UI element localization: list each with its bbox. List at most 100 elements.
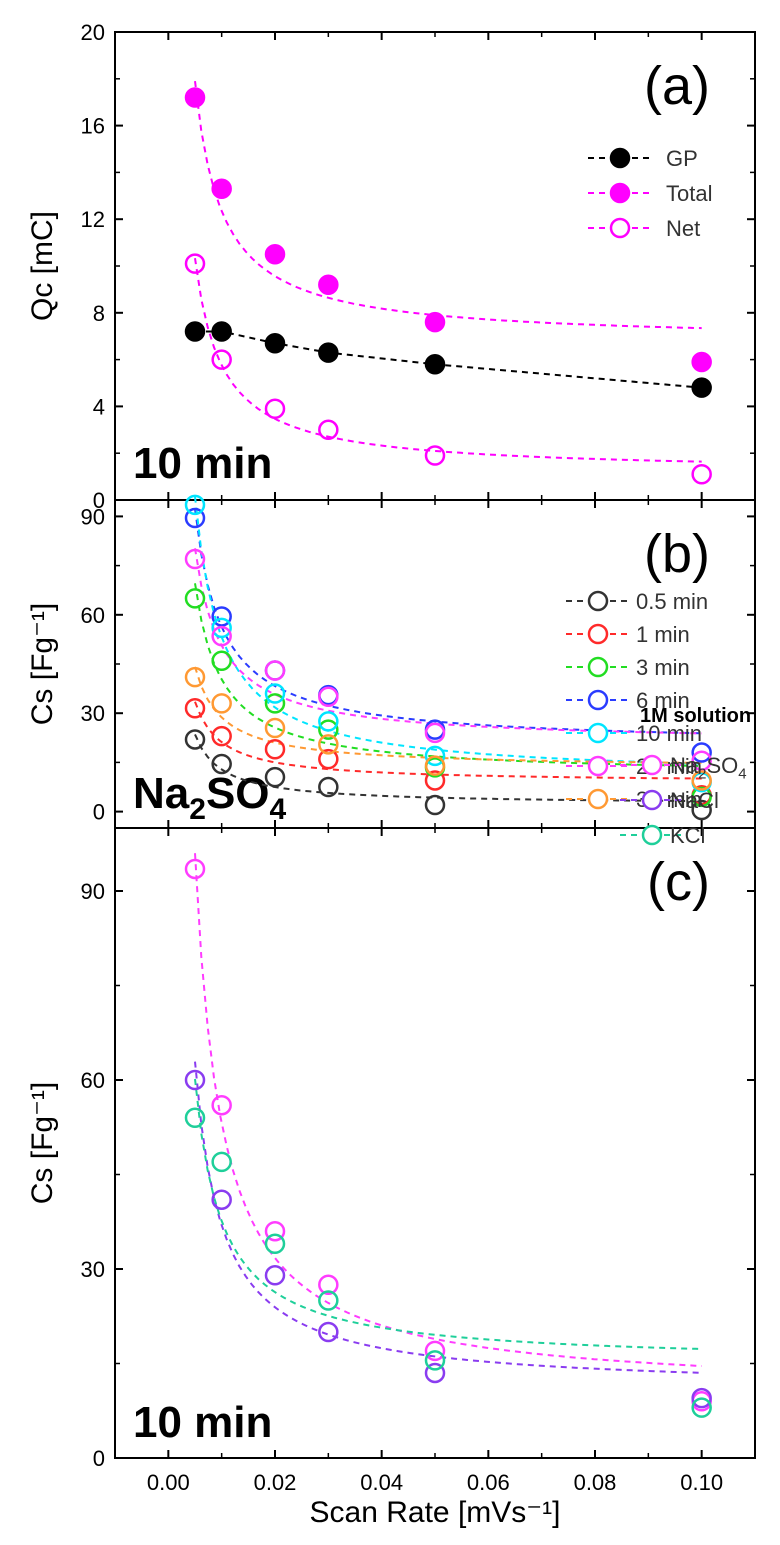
y-tick-label: 0 [93, 1446, 105, 1471]
data-point [211, 349, 232, 370]
data-point [691, 377, 712, 398]
data-point [691, 770, 712, 791]
data-point [184, 253, 206, 274]
data-point [318, 711, 339, 732]
fit-curve [194, 80, 702, 330]
data-point [318, 734, 339, 755]
x-tick-label: 0.10 [680, 1470, 723, 1495]
fit-curve [194, 1061, 702, 1374]
data-point [184, 494, 206, 516]
data-point [318, 419, 339, 441]
legend-marker [609, 217, 631, 239]
y-tick-label: 12 [81, 207, 105, 232]
fit-curve [194, 666, 702, 764]
fit-curve [194, 701, 702, 780]
data-point [211, 606, 232, 627]
data-point [318, 748, 339, 770]
legend-label: 10 min [636, 721, 702, 746]
data-point [184, 729, 206, 750]
data-point [691, 799, 712, 821]
legend-label: KCl [670, 823, 705, 848]
y-axis-title: Qc [mC] [26, 211, 59, 321]
panel-annotation: Na2​SO4​ [133, 769, 287, 826]
fit-curve [194, 853, 702, 1367]
x-tick-label: 0.02 [254, 1470, 297, 1495]
data-point [264, 766, 286, 788]
fit-curve [194, 583, 702, 767]
data-point [318, 1274, 339, 1295]
data-point [211, 321, 232, 342]
y-tick-label: 30 [81, 701, 105, 726]
data-point [318, 776, 339, 798]
data-point [691, 1387, 712, 1409]
legend-label: 6 min [636, 688, 690, 713]
data-point [211, 753, 232, 775]
data-point [424, 354, 446, 375]
data-point [184, 1107, 206, 1129]
legend-marker [587, 722, 609, 744]
data-point [211, 1151, 232, 1173]
legend-label: NaCl [670, 788, 719, 813]
data-point [691, 750, 712, 772]
fit-curve [194, 1078, 702, 1350]
panel-a: 0 4 8 12 16 20 Qc [mC] (a) 10 min GP Total Net [26, 20, 756, 513]
data-point [211, 725, 232, 747]
legend-title: 1M solution [640, 705, 751, 727]
x-tick-label: 0.06 [467, 1470, 510, 1495]
data-point [211, 617, 232, 639]
data-point [184, 87, 206, 108]
data-point [691, 1397, 712, 1418]
data-point [424, 311, 446, 333]
y-tick-label: 90 [81, 879, 105, 904]
data-point [184, 588, 206, 609]
data-point [424, 794, 446, 816]
data-point [264, 660, 286, 681]
data-point [264, 717, 286, 739]
y-tick-label: 60 [81, 1068, 105, 1093]
panel-label: (c) [647, 852, 710, 912]
fit-curve [194, 258, 702, 463]
data-point [184, 321, 206, 342]
data-point [184, 666, 206, 688]
panel-annotation: 10 min [133, 439, 272, 488]
legend-marker [587, 590, 609, 612]
data-point [184, 1069, 206, 1091]
legend-label: 3 min [636, 655, 690, 680]
x-tick-label: 0.08 [574, 1470, 617, 1495]
data-point [691, 464, 712, 485]
data-point [691, 742, 712, 763]
legend: 1M solution Na2​SO4​ NaCl KCl [620, 705, 751, 848]
y-tick-label: 90 [81, 504, 105, 529]
legend-marker [587, 689, 609, 711]
y-axis-title: Cs [Fg⁻¹] [26, 1082, 59, 1205]
legend-label: Na2​SO4​ [670, 753, 747, 783]
y-tick-label: 0 [93, 800, 105, 825]
data-point [184, 548, 206, 570]
data-point [424, 722, 446, 744]
data-point [318, 1321, 339, 1343]
x-tick-label: 0.04 [360, 1470, 403, 1495]
panel-b: 0 30 60 90 Cs [Fg⁻¹] (b) Na2​SO4​ 0.5 min 1 min 3… [26, 494, 756, 829]
data-point [184, 698, 206, 719]
data-point [211, 1094, 232, 1116]
y-tick-label: 8 [93, 301, 105, 326]
legend-label: 0.5 min [636, 589, 708, 614]
data-point [264, 244, 286, 265]
legend-marker [609, 182, 631, 204]
legend-marker [641, 754, 663, 776]
data-point [264, 332, 286, 354]
fit-curve [194, 733, 702, 803]
data-point [264, 1220, 286, 1242]
panel-label: (b) [644, 524, 710, 584]
data-point [424, 1362, 446, 1384]
data-point [318, 719, 339, 740]
data-point [211, 625, 232, 647]
data-point [264, 398, 286, 419]
data-point [264, 1265, 286, 1286]
data-point [424, 745, 446, 767]
legend: GP Total Net [588, 146, 712, 241]
data-point [424, 770, 446, 791]
fit-curve [194, 548, 702, 735]
fit-curve [194, 496, 702, 765]
y-tick-label: 30 [81, 1257, 105, 1282]
